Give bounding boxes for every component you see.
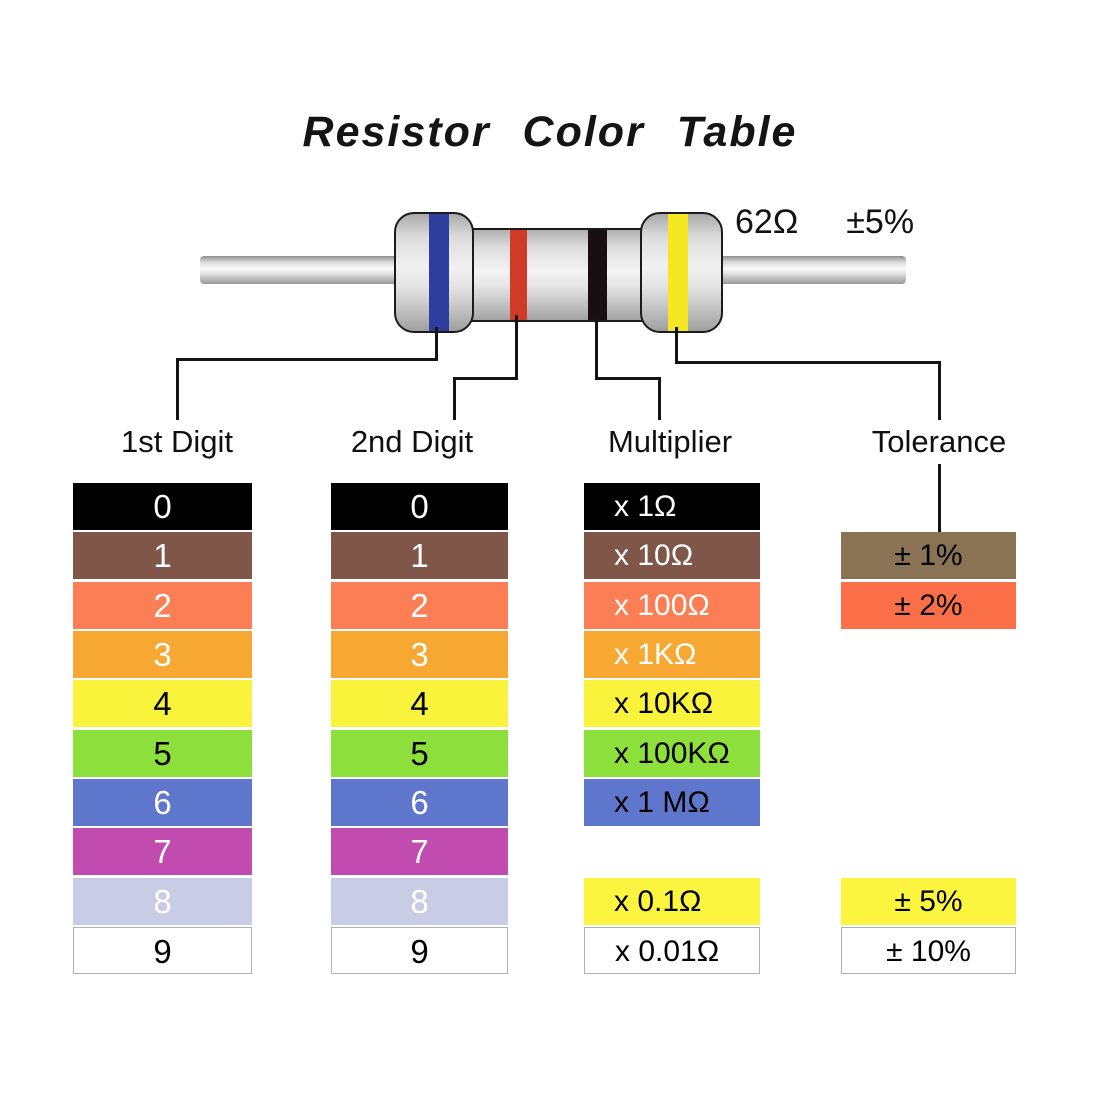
second-digit-row: 6 [331,779,508,826]
first-digit-row: 6 [73,779,252,826]
multiplier-row: x 1 MΩ [584,779,760,826]
connector-multiplier [595,315,598,380]
connector-tolerance [675,361,941,364]
first-digit-row: 1 [73,532,252,579]
resistor-value-label: 62Ω ±5% [735,203,914,242]
resistor-lead-right [714,256,906,284]
first-digit-row: 0 [73,483,252,530]
header-tolerance: Tolerance [871,424,1007,459]
resistor-blue-band [429,214,449,331]
connector-first-digit [176,358,438,361]
header-multiplier: Multiplier [607,424,733,459]
connector-tolerance [675,327,678,364]
connector-multiplier [658,377,661,420]
connector-tolerance-table [938,464,941,532]
connector-first-digit [435,327,438,361]
resistor-end-cap-left [394,212,474,333]
first-digit-row: 2 [73,582,252,629]
resistor-red-band [510,230,527,320]
multiplier-row: x 1KΩ [584,631,760,678]
header-first-digit: 1st Digit [121,424,233,459]
resistor-end-cap-right [640,212,723,333]
multiplier-row: x 1Ω [584,483,760,530]
second-digit-row: 2 [331,582,508,629]
second-digit-row: 5 [331,730,508,777]
multiplier-row: x 10KΩ [584,680,760,727]
tolerance-row: ± 10% [841,927,1016,974]
second-digit-row: 8 [331,878,508,925]
multiplier-row: x 100Ω [584,582,760,629]
connector-tolerance [938,361,941,420]
multiplier-row: x 100KΩ [584,730,760,777]
connector-first-digit [176,358,179,420]
multiplier-row: x 0.01Ω [584,927,760,974]
resistance-value: 62Ω [735,203,799,241]
tolerance-row: ± 1% [841,532,1016,579]
second-digit-row: 0 [331,483,508,530]
first-digit-row: 5 [73,730,252,777]
header-second-digit: 2nd Digit [350,424,474,459]
resistor-black-band [588,230,607,320]
connector-multiplier [595,377,661,380]
second-digit-row: 3 [331,631,508,678]
tolerance-table: ± 1% ± 2% ± 5% ± 10% [841,483,1016,975]
second-digit-row: 9 [331,927,508,974]
page-title: Resistor Color Table [302,108,798,156]
second-digit-row: 4 [331,680,508,727]
tolerance-row: ± 2% [841,582,1016,629]
second-digit-row: 7 [331,828,508,875]
multiplier-row: x 10Ω [584,532,760,579]
connector-second-digit [453,377,456,420]
resistor-yellow-band [668,214,688,331]
first-digit-row: 7 [73,828,252,875]
tolerance-value: ±5% [846,203,915,241]
connector-second-digit [515,315,518,380]
first-digit-row: 8 [73,878,252,925]
first-digit-row: 4 [73,680,252,727]
resistor-body [455,228,660,322]
connector-second-digit [453,377,518,380]
multiplier-row: x 0.1Ω [584,878,760,925]
resistor-lead-left [200,256,402,284]
tolerance-row: ± 5% [841,878,1016,925]
second-digit-row: 1 [331,532,508,579]
first-digit-row: 3 [73,631,252,678]
multiplier-table: x 1Ω x 10Ω x 100Ω x 1KΩ x 10KΩ x 100KΩ x 1 MΩ x… [584,483,760,975]
first-digit-row: 9 [73,927,252,974]
